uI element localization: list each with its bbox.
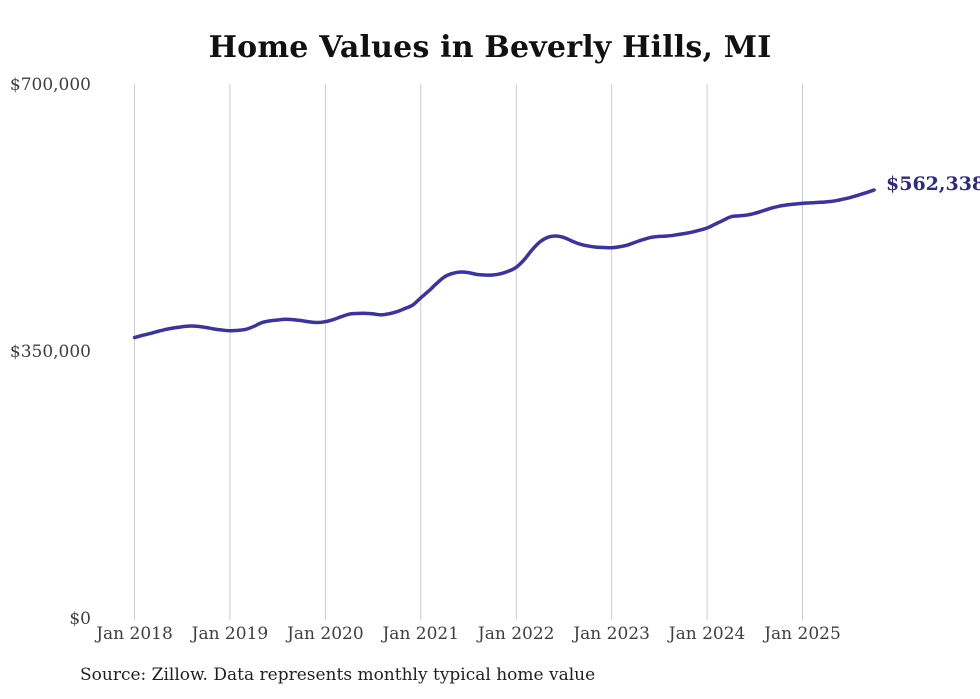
source-note: Source: Zillow. Data represents monthly … <box>80 665 596 685</box>
x-tick-label: Jan 2024 <box>668 624 746 644</box>
y-tick-label: $700,000 <box>9 75 91 95</box>
series-end-value-label: $562,338 <box>886 173 980 195</box>
y-tick-label: $0 <box>69 609 91 629</box>
x-tick-label: Jan 2025 <box>764 624 841 644</box>
x-tick-label: Jan 2022 <box>477 624 555 644</box>
home-value-line <box>132 188 876 340</box>
y-tick-label: $350,000 <box>9 342 91 362</box>
x-tick-label: Jan 2020 <box>287 624 364 644</box>
chart-title: Home Values in Beverly Hills, MI <box>208 30 772 65</box>
x-tick-label: Jan 2019 <box>191 624 269 644</box>
x-tick-label: Jan 2018 <box>96 624 173 644</box>
x-tick-label: Jan 2023 <box>573 624 650 644</box>
x-tick-label: Jan 2021 <box>382 624 460 644</box>
